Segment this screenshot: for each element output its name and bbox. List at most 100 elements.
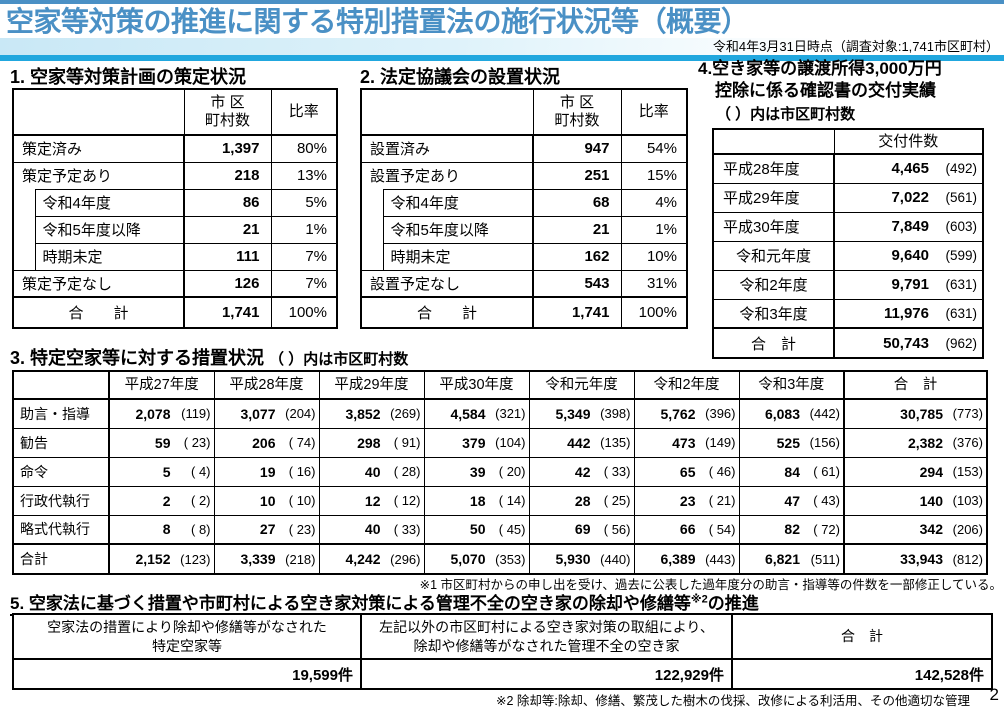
measure-cell: 473 (149) <box>633 427 740 458</box>
count: 473 <box>672 434 696 451</box>
municipality-count: 21 <box>532 215 622 244</box>
total-label: 合 計 <box>360 296 534 329</box>
fiscal-year-label: 令和2年度 <box>712 269 835 300</box>
section4-heading-line2: 控除に係る確認書の交付実績 <box>715 81 936 100</box>
measure-cell: 525 (156) <box>738 427 845 458</box>
count: 18 <box>469 492 486 509</box>
table-subrow: 時期未定 111 7% <box>13 242 338 271</box>
municipality-paren: ( 14) <box>498 493 526 508</box>
corner-cell <box>712 128 835 155</box>
measure-cell: 442 (135) <box>528 427 635 458</box>
count: 50 <box>469 521 486 538</box>
municipality-count: 947 <box>532 134 622 163</box>
measure-label: 命令 <box>12 456 110 487</box>
footnote-1: ※1 市区町村からの申し出を受け、過去に公表した過年度分の助言・指導等の件数を一… <box>419 578 1002 592</box>
col-header-year: 平成30年度 <box>423 370 530 400</box>
municipality-paren: (443) <box>705 551 736 567</box>
total-label: 合 計 <box>712 327 835 359</box>
count: 40 <box>364 463 381 480</box>
row-label: 策定予定あり <box>12 161 185 190</box>
municipality-paren: ( 54) <box>708 521 736 537</box>
measure-cell: 5,930 (440) <box>528 543 635 575</box>
municipality-paren: ( 23) <box>288 521 316 537</box>
measure-label: 助言・指導 <box>12 398 110 429</box>
municipality-paren: (149) <box>705 435 736 450</box>
measure-cell: 39 ( 20) <box>423 456 530 487</box>
col-header-ratio: 比率 <box>620 88 688 136</box>
measure-cell: 28 ( 25) <box>528 485 635 516</box>
fiscal-year-label: 平成29年度 <box>712 182 835 213</box>
municipality-paren: (206) <box>952 521 983 537</box>
municipality-paren: ( 28) <box>393 464 421 479</box>
municipality-paren: (442) <box>809 406 840 422</box>
issued-count: 9,791 <box>891 276 929 293</box>
section4-heading: 4.空き家等の譲渡所得3,000万円 控除に係る確認書の交付実績 <box>698 58 942 102</box>
municipality-paren: ( 8) <box>191 521 211 537</box>
col-header-municipalities: 市 区 町村数 <box>532 88 622 136</box>
measure-row: 命令 5 ( 4) 19 ( 16) 40 ( 28) 39 ( 20) 42 ( 33)… <box>12 456 988 487</box>
measure-cell: 6,389 (443) <box>633 543 740 575</box>
municipality-paren: ( 10) <box>288 493 316 508</box>
col-header-year: 平成29年度 <box>318 370 425 400</box>
municipality-paren: (398) <box>600 406 631 422</box>
count: 59 <box>154 434 171 451</box>
measure-cell: 3,339 (218) <box>213 543 320 575</box>
count: 84 <box>784 463 800 480</box>
count: 65 <box>679 463 696 480</box>
header-gradient-band <box>0 38 1004 55</box>
municipality-count: 1,741 <box>183 296 272 329</box>
municipality-count: 218 <box>183 161 272 190</box>
count: 3,077 <box>240 405 276 422</box>
count: 298 <box>357 434 381 451</box>
municipality-paren: (440) <box>600 551 631 567</box>
col-header-other-measures: 左記以外の市区町村による空き家対策の取組により、 除却や修繕等がなされた管理不全… <box>360 613 733 660</box>
municipality-paren: (396) <box>705 406 736 422</box>
issued-count: 4,465 <box>891 160 929 178</box>
measure-cell: 5,349 (398) <box>528 398 635 429</box>
section4-heading-line1: 4.空き家等の譲渡所得3,000万円 <box>698 59 942 78</box>
col-header-year: 令和3年度 <box>738 370 845 400</box>
measure-cell: 294 (153) <box>843 456 988 487</box>
count: 342 <box>919 521 943 538</box>
section2-heading: 2. 法定協議会の設置状況 <box>360 67 561 87</box>
total-label: 合 計 <box>12 296 185 329</box>
measure-cell: 40 ( 33) <box>318 514 425 545</box>
measure-cell: 4,242 (296) <box>318 543 425 575</box>
count: 206 <box>252 434 276 451</box>
measure-cell: 2 ( 2) <box>108 485 215 516</box>
table-row: 設置済み 947 54% <box>360 134 688 163</box>
municipality-paren: (104) <box>495 435 526 450</box>
col-header-total: 合 計 <box>843 370 988 400</box>
municipality-paren: ( 25) <box>603 493 631 508</box>
measure-cell: 12 ( 12) <box>318 485 425 516</box>
municipality-paren: ( 45) <box>498 521 526 537</box>
section5-heading-sup: ※2 <box>690 593 708 606</box>
total-row: 合 計 50,743 (962) <box>712 327 984 359</box>
municipality-paren: (773) <box>952 406 983 422</box>
row-label: 令和5年度以降 <box>34 215 185 244</box>
count: 39 <box>469 463 486 480</box>
page-title: 空家等対策の推進に関する特別措置法の施行状況等（概要） <box>6 6 749 37</box>
municipality-paren: (135) <box>600 435 631 450</box>
measure-cell: 2,382 (376) <box>843 427 988 458</box>
municipality-paren: (812) <box>952 551 983 567</box>
count: 27 <box>259 521 276 538</box>
issued-count: 7,022 <box>891 189 929 206</box>
municipality-count: 21 <box>183 215 272 244</box>
section5-heading-text: 5. 空家法に基づく措置や市町村による空き家対策による管理不全の空き家の除却や修… <box>10 594 691 613</box>
measure-cell: 2,078 (119) <box>108 398 215 429</box>
ratio-value: 1% <box>620 215 688 244</box>
municipality-paren: ( 33) <box>393 521 421 537</box>
measure-row: 勧告 59 ( 23) 206 ( 74) 298 ( 91) 379 (104) 44… <box>12 427 988 458</box>
measure-cell: 47 ( 43) <box>738 485 845 516</box>
measure-cell: 42 ( 33) <box>528 456 635 487</box>
measure-cell: 6,083 (442) <box>738 398 845 429</box>
measure-label: 略式代執行 <box>12 514 110 545</box>
table-row: 設置予定なし 543 31% <box>360 269 688 298</box>
col-header-municipalities: 市 区 町村数 <box>183 88 272 136</box>
count: 5,349 <box>555 405 591 422</box>
measure-cell: 379 (104) <box>423 427 530 458</box>
total-label: 合計 <box>12 543 110 575</box>
col-header-year: 平成27年度 <box>108 370 215 400</box>
count: 294 <box>919 463 943 480</box>
